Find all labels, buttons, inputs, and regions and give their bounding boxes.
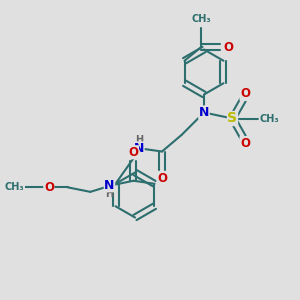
- Text: O: O: [240, 136, 250, 150]
- Text: O: O: [44, 181, 54, 194]
- Text: O: O: [128, 146, 139, 159]
- Text: CH₃: CH₃: [191, 14, 211, 24]
- Text: O: O: [240, 87, 250, 101]
- Text: CH₃: CH₃: [259, 113, 279, 124]
- Text: O: O: [223, 41, 233, 54]
- Text: S: S: [227, 112, 238, 125]
- Text: O: O: [157, 172, 167, 185]
- Text: N: N: [134, 142, 144, 155]
- Text: H: H: [105, 189, 113, 199]
- Text: N: N: [104, 179, 115, 192]
- Text: CH₃: CH₃: [5, 182, 25, 192]
- Text: N: N: [199, 106, 209, 119]
- Text: H: H: [135, 135, 143, 145]
